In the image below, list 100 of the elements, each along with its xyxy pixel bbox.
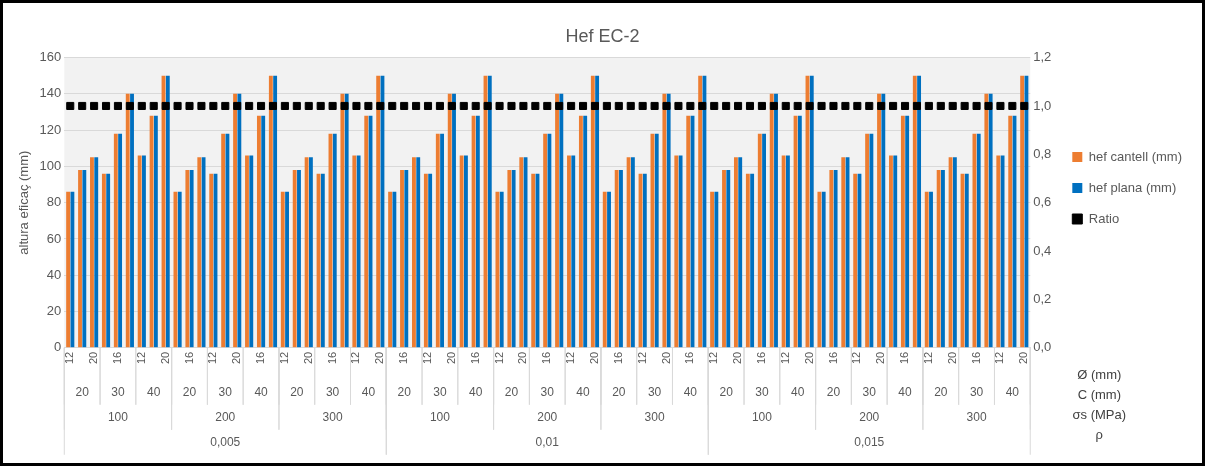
bar — [435, 133, 440, 348]
bar — [400, 170, 404, 348]
x-tick-label: 20 — [945, 351, 958, 365]
bar — [101, 173, 106, 348]
bar — [929, 191, 933, 348]
bar — [428, 173, 433, 348]
legend-label: Ratio — [1088, 210, 1120, 226]
x-tick-label: 20 — [373, 351, 386, 365]
text: 40 — [1005, 385, 1020, 400]
bar — [320, 173, 325, 348]
x-tick-label: 16 — [325, 351, 338, 365]
bar — [893, 155, 898, 348]
bar — [118, 133, 123, 348]
bar — [356, 155, 361, 348]
x-tick-label: 20 — [659, 351, 672, 365]
text: 40 — [361, 385, 376, 400]
x-tick-label: 16 — [254, 351, 267, 365]
text: 20 — [719, 385, 734, 400]
bar — [137, 155, 142, 348]
text: 30 — [111, 385, 125, 400]
text: 40 — [254, 385, 269, 400]
y-tick-label: 40 — [46, 266, 62, 282]
x-tick-label: 16 — [683, 351, 696, 365]
bar — [416, 157, 421, 348]
x-tick-label: 16 — [110, 351, 123, 365]
bar — [245, 155, 249, 348]
bar — [308, 157, 313, 348]
bar — [177, 191, 182, 348]
y-tick-label: 80 — [46, 194, 62, 210]
bar — [459, 155, 464, 348]
text: 200 — [537, 410, 558, 425]
x-tick-label: 20 — [802, 351, 815, 365]
text: 30 — [755, 385, 769, 400]
bar — [571, 155, 576, 348]
x-tick-label: 20 — [158, 351, 171, 365]
bar — [889, 155, 893, 348]
bar — [499, 191, 504, 348]
bar — [292, 170, 297, 348]
bar — [762, 133, 766, 348]
x-tick-label: 12 — [707, 351, 720, 365]
text: 30 — [433, 385, 447, 400]
bar — [602, 191, 607, 348]
x-tick-label: 16 — [754, 351, 767, 365]
x-tick-label: 16 — [397, 351, 410, 365]
bar — [153, 115, 158, 348]
bar — [738, 157, 743, 348]
bar — [547, 133, 552, 348]
text: 20 — [934, 385, 948, 400]
bar — [745, 173, 750, 348]
bar — [197, 157, 202, 348]
bar — [82, 170, 87, 348]
bar — [654, 133, 659, 348]
bar — [829, 170, 834, 348]
y-tick-label: 20 — [46, 303, 62, 319]
bar — [619, 170, 623, 348]
bar — [185, 170, 190, 348]
bar — [106, 173, 111, 348]
x-tick-label: 12 — [492, 351, 505, 365]
x-tick-label: 16 — [540, 351, 553, 365]
bar — [280, 191, 285, 348]
text: C (mm) — [1077, 387, 1121, 403]
text: 0,015 — [854, 435, 885, 450]
bar — [714, 191, 719, 348]
bar — [642, 173, 647, 348]
y-tick-label: 100 — [39, 157, 62, 173]
y2-tick-label: 1,2 — [1033, 49, 1052, 65]
bar — [66, 191, 71, 348]
x-tick-label: 12 — [277, 351, 290, 365]
text: 20 — [612, 385, 626, 400]
text: 20 — [504, 385, 519, 400]
text: 40 — [898, 385, 913, 400]
y2-tick-label: 0,6 — [1033, 194, 1052, 210]
bar — [964, 173, 969, 348]
bar — [412, 157, 416, 348]
bar — [750, 173, 755, 348]
x-tick-label: 20 — [301, 351, 314, 365]
bar — [797, 115, 802, 348]
bar — [495, 191, 500, 348]
bar — [249, 155, 254, 348]
bar — [869, 133, 874, 348]
text: 30 — [218, 385, 233, 400]
bar — [94, 157, 99, 348]
bar — [614, 170, 619, 348]
text: 20 — [182, 385, 197, 400]
y-tick-label: 120 — [39, 121, 62, 137]
bar — [948, 157, 953, 348]
x-tick-label: 16 — [182, 351, 195, 365]
bar — [475, 115, 480, 348]
bar — [149, 115, 154, 348]
bar — [865, 133, 870, 348]
text: 40 — [576, 385, 591, 400]
bar — [113, 133, 118, 348]
x-tick-label: 16 — [611, 351, 624, 365]
text: 30 — [325, 385, 340, 400]
bar — [626, 157, 631, 348]
bar — [853, 173, 858, 348]
bar — [1008, 115, 1013, 348]
bar — [583, 115, 588, 348]
bar — [70, 191, 75, 348]
bar — [531, 173, 536, 348]
